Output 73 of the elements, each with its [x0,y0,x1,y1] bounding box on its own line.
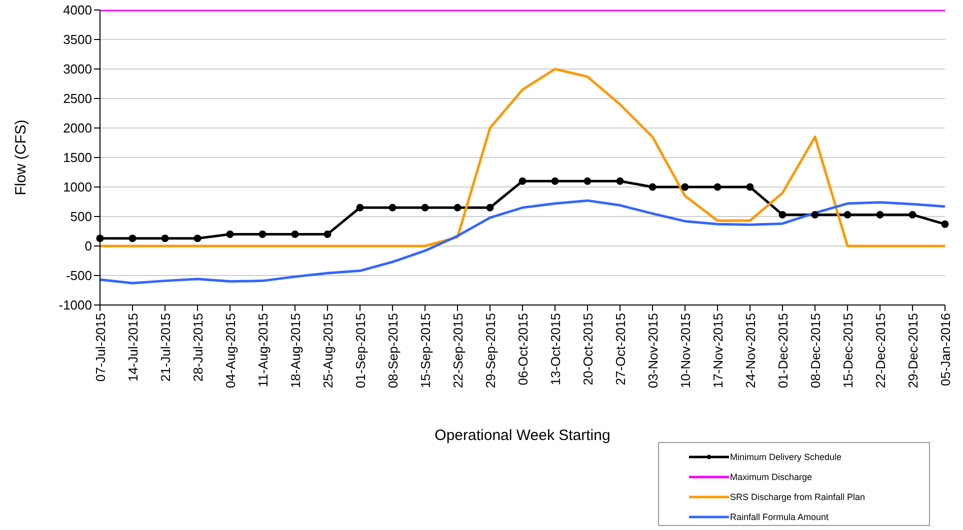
x-tick-label: 08-Sep-2015 [386,313,401,388]
point [551,177,559,185]
x-tick-label: 04-Aug-2015 [223,313,238,388]
point [844,210,852,218]
y-tick-label: 3000 [63,62,92,77]
point [454,204,462,212]
x-tick-label: 29-Dec-2015 [906,313,921,388]
point [258,230,266,238]
point [648,183,656,191]
x-tick-label: 08-Dec-2015 [808,313,824,388]
x-tick-label: 15-Sep-2015 [418,313,434,388]
x-tick-label: 29-Sep-2015 [483,313,498,388]
x-tick-label: 24-Nov-2015 [743,313,758,388]
point [291,230,299,238]
x-tick-label: 03-Nov-2015 [646,313,661,388]
legend-label: Minimum Delivery Schedule [730,452,842,462]
point [876,210,884,218]
point [128,234,136,242]
x-tick-label: 28-Jul-2015 [190,313,206,382]
x-tick-label: 10-Nov-2015 [678,313,694,388]
point [681,183,689,191]
point [324,230,332,238]
x-tick-label: 27-Oct-2015 [613,313,628,386]
legend-label: Maximum Discharge [730,472,812,482]
line-series [98,68,946,248]
point [518,177,526,185]
y-tick-label: 3500 [63,32,92,48]
legend-label: Rainfall Formula Amount [730,512,829,522]
y-tick-label: 4000 [63,2,92,18]
point [161,234,169,242]
point [746,183,754,191]
x-tick-label: 21-Jul-2015 [158,313,174,382]
point [486,204,494,212]
y-tick-label: 500 [70,209,92,224]
point [226,230,234,238]
x-tick-label: 13-Oct-2015 [548,313,564,386]
x-tick-label: 11-Aug-2015 [256,313,271,388]
x-axis-title: Operational Week Starting [434,427,610,444]
x-tick-label: 06-Oct-2015 [516,313,531,386]
point [356,204,364,212]
point [421,204,429,212]
y-axis-title: Flow (CFS) [12,120,30,196]
point [778,210,786,218]
point [941,220,949,228]
x-tick-label: 01-Dec-2015 [776,313,791,388]
point [908,210,916,218]
point [584,177,592,185]
point [194,234,202,242]
x-tick-label: 14-Jul-2015 [126,313,141,382]
legend-label: SRS Discharge from Rainfall Plan [730,492,866,502]
point [96,234,104,242]
y-tick-label: 2500 [63,91,92,106]
x-tick-label: 07-Jul-2015 [93,313,108,382]
x-tick-label: 22-Dec-2015 [873,313,888,388]
x-tick-label: 05-Jan-2016 [938,313,954,386]
point [811,210,819,218]
y-tick-label: 2000 [63,120,92,136]
line-series [98,199,946,284]
y-tick-label: 0 [84,238,92,254]
x-tick-label: 17-Nov-2015 [710,313,726,388]
x-tick-label: 20-Oct-2015 [580,313,596,386]
point [714,183,722,191]
y-tick-label: -500 [66,268,92,284]
x-tick-label: 01-Sep-2015 [353,313,368,388]
x-tick-label: 25-Aug-2015 [320,313,336,388]
point [388,204,396,212]
x-tick-label: 18-Aug-2015 [288,313,304,388]
y-tick-label: 1000 [63,180,92,195]
y-tick-label: 1500 [63,150,92,166]
y-tick-label: -1000 [58,298,92,313]
x-tick-label: 22-Sep-2015 [450,313,466,388]
x-tick-label: 15-Dec-2015 [840,313,856,388]
point [616,177,624,185]
